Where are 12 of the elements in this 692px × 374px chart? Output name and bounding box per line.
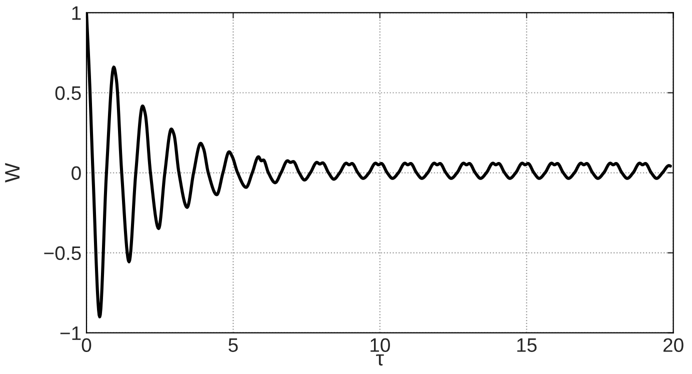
- x-tick-label: 0: [82, 338, 92, 352]
- x-tick-label: 5: [228, 338, 238, 352]
- y-tick-label: 1: [72, 6, 81, 20]
- y-tick-label: −0.5: [44, 246, 81, 260]
- y-tick-label: 0: [72, 166, 81, 180]
- y-tick-label: 0.5: [55, 86, 81, 100]
- x-tick-label: 20: [663, 338, 684, 352]
- y-tick-label: −1: [60, 326, 81, 340]
- x-axis-title: τ: [376, 354, 384, 366]
- x-tick-label: 15: [517, 338, 537, 352]
- y-axis-title: W: [5, 163, 20, 183]
- x-tick-label: 10: [370, 338, 390, 352]
